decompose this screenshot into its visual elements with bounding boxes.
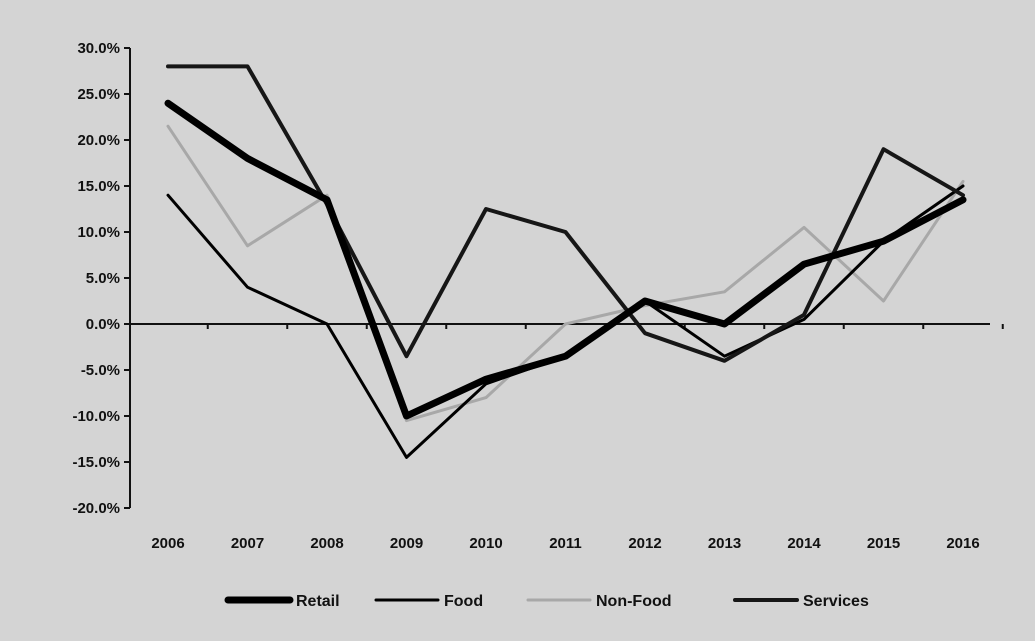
- x-tick-label: 2006: [151, 535, 184, 552]
- y-tick-label: 5.0%: [86, 270, 120, 287]
- y-tick-label: 10.0%: [77, 224, 120, 241]
- y-tick-label: 15.0%: [77, 178, 120, 195]
- x-tick-label: 2012: [628, 535, 661, 552]
- legend-label-retail: Retail: [296, 593, 340, 610]
- legend-label-food: Food: [444, 593, 483, 610]
- legend-label-non-food: Non-Food: [596, 593, 672, 610]
- axes: 30.0% 25.0% 20.0% 15.0% 10.0% 5.0% 0.0% -5.0% -1…: [72, 40, 1004, 552]
- x-tick-label: 2011: [549, 535, 582, 552]
- legend-label-services: Services: [803, 593, 869, 610]
- x-tick-label: 2010: [469, 535, 502, 552]
- y-tick-label: 20.0%: [77, 132, 120, 149]
- y-tick-label: 25.0%: [77, 86, 120, 103]
- series-layer: [164, 64, 967, 459]
- y-tick-label: -5.0%: [81, 362, 120, 379]
- x-tick-label: 2007: [231, 535, 264, 552]
- legend: Retail Food Non-Food Services: [224, 593, 869, 610]
- y-tick-label: 0.0%: [86, 316, 120, 333]
- x-tick-label: 2013: [708, 535, 741, 552]
- x-tick-label: 2008: [310, 535, 343, 552]
- x-tick-label: 2009: [390, 535, 423, 552]
- y-tick-label: 30.0%: [77, 40, 120, 57]
- series-line-non-food: [166, 124, 965, 423]
- y-tick-label: -15.0%: [72, 454, 120, 471]
- y-tick-label: -10.0%: [72, 408, 120, 425]
- x-tick-label: 2014: [787, 535, 821, 552]
- y-tick-label: -20.0%: [72, 500, 120, 517]
- x-tick-label: 2016: [946, 535, 979, 552]
- series-line-retail: [164, 99, 967, 420]
- x-tick-label: 2015: [867, 535, 900, 552]
